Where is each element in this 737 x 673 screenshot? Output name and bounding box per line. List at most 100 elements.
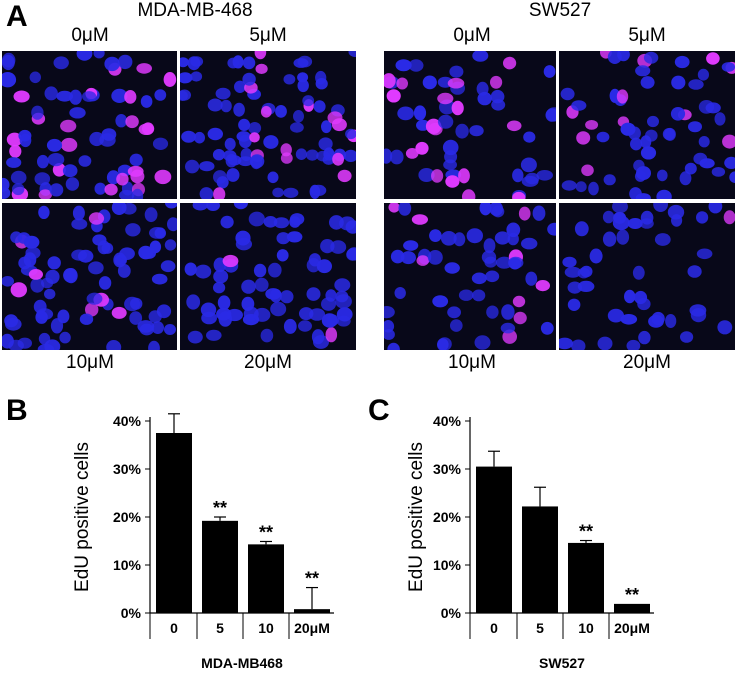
nucleus — [512, 168, 524, 183]
edu-positive-nucleus — [255, 63, 268, 74]
nucleus — [626, 339, 641, 350]
edu-positive-nucleus — [280, 152, 293, 164]
panel-c-letter: C — [368, 394, 390, 427]
nucleus — [394, 287, 406, 299]
nucleus — [444, 262, 460, 274]
nucleus — [99, 133, 116, 147]
nucleus — [447, 306, 461, 319]
nucleus — [104, 56, 120, 72]
nucleus — [270, 301, 287, 317]
bar — [294, 609, 330, 613]
cell-line-title-sw527: SW527 — [528, 0, 592, 21]
edu-positive-nucleus — [254, 51, 267, 60]
edu-positive-nucleus — [512, 295, 526, 308]
nucleus — [466, 228, 483, 244]
nucleus — [390, 149, 404, 165]
nucleus — [688, 121, 702, 133]
micrograph-mda-20um — [180, 203, 356, 350]
conc-label-mda-20: 20μM — [244, 352, 292, 373]
nucleus — [213, 170, 227, 184]
nucleus — [5, 317, 22, 331]
nucleus — [496, 256, 513, 269]
nucleus — [479, 203, 492, 216]
nucleus — [309, 308, 326, 321]
nucleus — [630, 137, 643, 151]
edu-positive-nucleus — [249, 132, 260, 143]
nucleus — [688, 79, 704, 90]
nucleus — [12, 183, 25, 196]
edu-positive-nucleus — [396, 77, 408, 90]
nucleus — [94, 182, 107, 195]
nucleus — [6, 157, 22, 168]
edu-positive-nucleus — [616, 89, 629, 104]
nucleus — [233, 102, 245, 117]
nucleus — [234, 80, 246, 93]
nucleus — [207, 98, 223, 112]
nucleus — [236, 131, 251, 142]
conc-label-mda-10: 10μM — [66, 352, 114, 373]
nucleus — [238, 118, 251, 131]
nucleus — [564, 266, 582, 278]
nucleus — [253, 263, 267, 278]
nucleus — [129, 153, 143, 167]
conc-label-mda-5: 5μM — [249, 25, 287, 46]
nucleus — [199, 161, 215, 172]
nucleus — [698, 100, 715, 114]
nucleus — [336, 315, 351, 327]
nucleus — [63, 268, 77, 283]
nucleus — [98, 276, 112, 290]
nucleus — [36, 308, 54, 320]
nucleus — [602, 231, 617, 247]
conc-label-sw-20: 20μM — [623, 352, 671, 373]
nucleus — [298, 320, 312, 332]
edu-positive-nucleus — [431, 169, 444, 183]
nucleus — [321, 313, 338, 328]
nucleus — [242, 72, 256, 86]
cell-line-title-mda: MDA-MB-468 — [137, 0, 253, 21]
nucleus — [458, 289, 474, 301]
edu-positive-nucleus — [127, 165, 144, 177]
significance-marker: ** — [625, 585, 639, 605]
nucleus — [185, 159, 200, 174]
edu-positive-nucleus — [52, 163, 66, 177]
nucleus — [206, 203, 220, 211]
nucleus — [273, 217, 290, 229]
nucleus — [494, 231, 511, 245]
nucleus — [212, 149, 225, 161]
nucleus — [71, 249, 87, 261]
edu-positive-nucleus — [386, 89, 401, 103]
micrograph-mda-5um — [180, 51, 356, 199]
x-tick-label: 0 — [490, 620, 498, 636]
nucleus — [501, 304, 515, 320]
nucleus — [670, 107, 686, 121]
edu-positive-nucleus — [325, 327, 338, 343]
edu-positive-nucleus — [38, 189, 52, 199]
nucleus — [165, 203, 177, 209]
nucleus — [638, 330, 651, 345]
micrograph-mda-0um — [2, 51, 177, 199]
edu-positive-nucleus — [535, 280, 550, 292]
nucleus — [47, 256, 61, 270]
x-axis-label: MDA-MB468 — [201, 655, 283, 671]
nucleus — [139, 323, 154, 336]
nucleus — [449, 65, 464, 78]
micrograph-sw-5um — [559, 51, 735, 199]
nucleus — [547, 222, 556, 236]
nucleus — [180, 90, 188, 101]
nucleus — [624, 289, 636, 304]
nucleus — [106, 340, 122, 350]
nucleus — [206, 329, 222, 341]
significance-marker: ** — [213, 498, 227, 518]
nucleus — [213, 269, 229, 284]
nucleus — [263, 135, 279, 149]
nucleus — [657, 169, 668, 182]
nucleus — [220, 99, 232, 113]
edu-positive-nucleus — [337, 169, 352, 183]
nucleus — [241, 279, 256, 294]
nucleus — [280, 290, 294, 304]
edu-positive-nucleus — [327, 111, 343, 125]
nucleus — [283, 187, 299, 198]
nucleus — [318, 137, 333, 151]
nucleus — [313, 100, 326, 113]
nucleus — [398, 203, 412, 216]
